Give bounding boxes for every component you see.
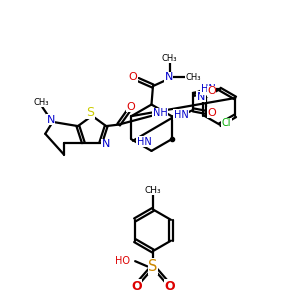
Text: O: O [164,280,175,293]
Text: CH₃: CH₃ [145,186,161,195]
Text: Cl: Cl [222,118,231,128]
Text: O: O [207,108,216,118]
Text: O: O [131,280,142,293]
Text: O: O [127,102,136,112]
Text: O: O [129,72,137,82]
Text: N: N [46,115,55,125]
Text: HN: HN [136,137,151,147]
Text: N: N [102,139,110,149]
Text: HO: HO [115,256,130,266]
Text: CH₃: CH₃ [186,73,201,82]
Text: N: N [196,92,205,101]
Text: CH₃: CH₃ [33,98,49,107]
Text: S: S [87,106,94,119]
Text: CH₃: CH₃ [162,54,177,63]
Text: HN: HN [201,84,215,94]
Text: HN: HN [174,110,189,120]
Text: O: O [207,86,216,96]
Text: S: S [148,259,158,274]
Text: NH: NH [153,108,168,118]
Text: N: N [164,72,173,82]
